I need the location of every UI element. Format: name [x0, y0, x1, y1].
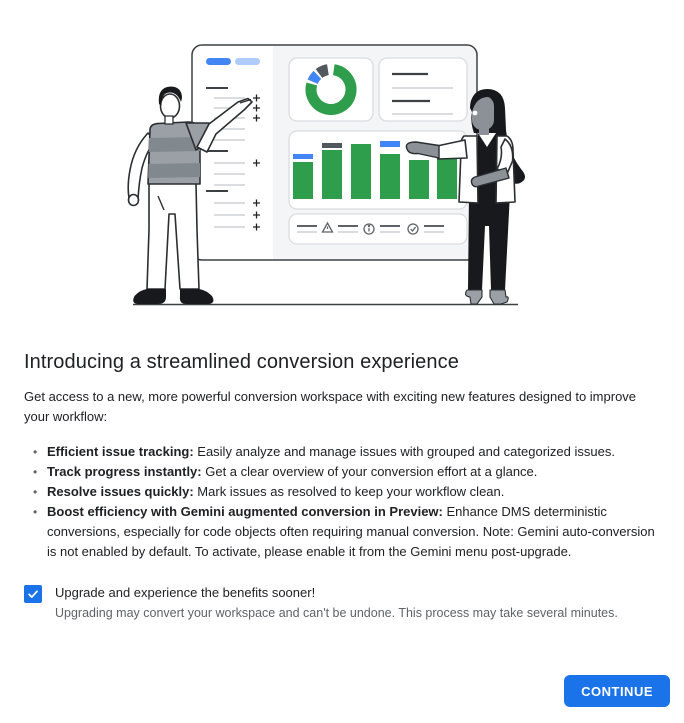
feature-text: Get a clear overview of your conversion …: [201, 464, 538, 479]
bar-chart-card: [288, 130, 468, 210]
checkbox-texts: Upgrade and experience the benefits soon…: [55, 584, 660, 622]
warning-icon: [321, 221, 334, 233]
text-lines-card: [378, 57, 468, 122]
extended-arm: [436, 139, 468, 160]
list-item: Track progress instantly: Get a clear ov…: [33, 462, 660, 482]
list-item: Efficient issue tracking: Easily analyze…: [33, 442, 660, 462]
illustration: [0, 0, 684, 312]
extended-hand: [405, 141, 440, 159]
woman-pants: [468, 193, 510, 290]
feature-text: Enhance DMS deterministic conversions, e…: [47, 504, 655, 559]
shoe-left: [133, 289, 166, 304]
feature-list: Efficient issue tracking: Easily analyze…: [24, 442, 660, 562]
dashboard-card: [191, 44, 478, 261]
feature-bold: Boost efficiency with Gemini augmented c…: [47, 504, 443, 519]
checkbox-subtext: Upgrading may convert your workspace and…: [55, 606, 618, 620]
continue-button[interactable]: CONTINUE: [564, 675, 670, 707]
pointing-arm: [196, 97, 253, 153]
feature-bold: Efficient issue tracking:: [47, 444, 194, 459]
page-title: Introducing a streamlined conversion exp…: [24, 351, 459, 373]
woman-face: [472, 96, 494, 130]
feature-text: Mark issues as resolved to keep your wor…: [193, 484, 505, 499]
bent-forearm: [470, 167, 510, 188]
upgrade-checkbox[interactable]: [24, 585, 42, 603]
shoe-right: [179, 289, 214, 304]
left-panel-headers: [206, 87, 228, 192]
donut-chart: [305, 64, 357, 115]
woman-hair-front: [470, 91, 504, 114]
pill-light-blue: [235, 58, 260, 65]
checkbox-label[interactable]: Upgrade and experience the benefits soon…: [55, 585, 316, 600]
person-right: [405, 89, 526, 305]
status-strip-card: [288, 213, 468, 245]
upgrade-checkbox-row: Upgrade and experience the benefits soon…: [24, 584, 660, 622]
dialog-body: Introducing a streamlined conversion exp…: [0, 351, 684, 622]
earring: [472, 110, 478, 116]
feature-bold: Track progress instantly:: [47, 464, 202, 479]
heel-left: [465, 289, 483, 305]
person-left: [127, 86, 253, 304]
donut-chart-card: [288, 57, 374, 122]
check-circle-icon: [407, 223, 419, 235]
illustration-svg: [127, 44, 526, 306]
feature-text: Easily analyze and manage issues with gr…: [193, 444, 615, 459]
man-hair: [158, 86, 182, 106]
info-icon-dot: [367, 224, 371, 228]
status-line-pairs: [297, 225, 444, 233]
pill-blue: [206, 58, 231, 65]
dialog-footer: CONTINUE: [564, 675, 670, 707]
bar-chart: [293, 141, 457, 199]
list-item: Boost efficiency with Gemini augmented c…: [33, 502, 660, 562]
checkmark-icon: [28, 590, 38, 598]
info-icon: [363, 223, 375, 235]
plus-icons: [253, 94, 260, 231]
intro-text: Get access to a new, more powerful conve…: [24, 389, 637, 424]
list-item: Resolve issues quickly: Mark issues as r…: [33, 482, 660, 502]
feature-bold: Resolve issues quickly:: [47, 484, 194, 499]
man-face: [159, 93, 181, 119]
check-circle-icon-mark: [410, 226, 417, 233]
heel-right: [489, 289, 509, 305]
